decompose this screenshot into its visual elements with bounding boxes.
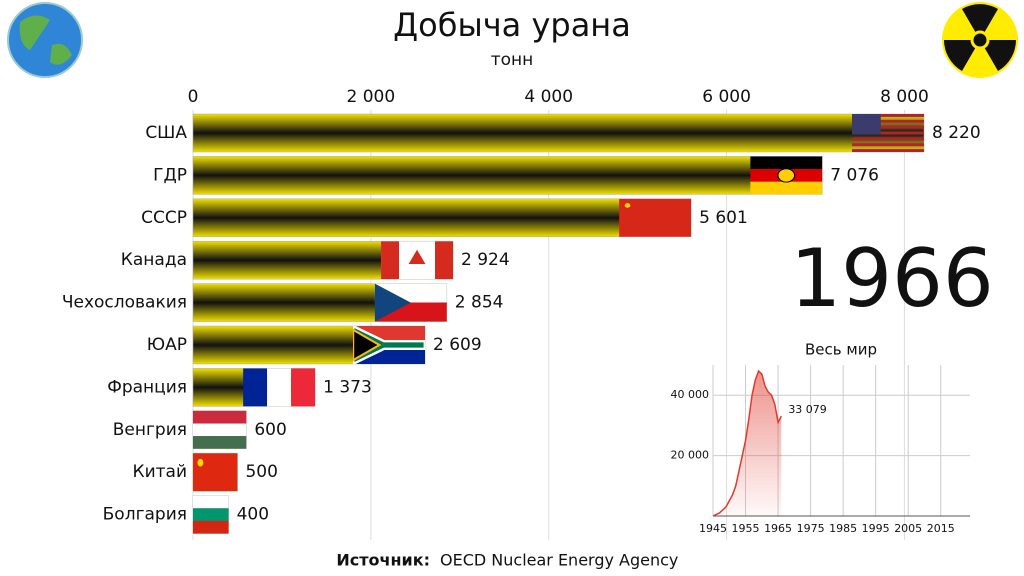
- flag-part: [619, 198, 692, 237]
- flag-part: [193, 410, 247, 424]
- flag-part: [624, 203, 631, 208]
- source-text: OECD Nuclear Energy Agency: [440, 551, 678, 570]
- flag: [619, 198, 692, 237]
- value-label: 500: [245, 462, 277, 482]
- category-label: Франция: [107, 377, 187, 397]
- value-label: 2 609: [433, 335, 482, 355]
- flag-part: [193, 508, 229, 522]
- source-label: Источник:: [336, 551, 430, 570]
- flag: [374, 283, 447, 322]
- flag-part: [852, 114, 881, 135]
- bar: [192, 113, 925, 153]
- flag-part: [852, 137, 924, 141]
- flag-part: [408, 249, 426, 264]
- value-label: 2 924: [461, 250, 510, 270]
- x-tick-label: 1945: [699, 522, 727, 535]
- x-tick-label: 4 000: [524, 87, 573, 107]
- x-tick-label: 6 000: [702, 87, 751, 107]
- globe-icon: [7, 2, 83, 78]
- value-label: 5 601: [699, 208, 748, 228]
- flag-part: [197, 458, 204, 467]
- x-tick-label: 8 000: [880, 87, 929, 107]
- category-label: СССР: [141, 208, 187, 228]
- x-tick-label: 1975: [797, 522, 825, 535]
- end-label: 33 079: [788, 403, 827, 416]
- flag-part: [193, 495, 229, 509]
- x-tick-label: 0: [188, 87, 199, 107]
- category-label: ГДР: [153, 165, 187, 185]
- flag-part: [435, 241, 454, 280]
- flag-part: [353, 326, 426, 364]
- flag-part: [750, 181, 823, 195]
- x-tick-label: 2 000: [347, 87, 396, 107]
- value-label: 2 854: [455, 293, 504, 313]
- area-fill: [713, 371, 782, 516]
- flag-part: [852, 119, 924, 123]
- flag-part: [291, 368, 316, 407]
- value-label: 400: [237, 505, 269, 525]
- category-label: Чехословакия: [62, 293, 187, 313]
- bar: [192, 156, 823, 195]
- x-tick-label: 2015: [927, 522, 955, 535]
- flag: [852, 114, 924, 152]
- year-annotation: 1966: [790, 232, 994, 325]
- flag-part: [193, 423, 247, 437]
- category-label: ЮАР: [147, 335, 187, 355]
- x-tick-label: 1955: [732, 522, 760, 535]
- flag: [193, 453, 238, 492]
- value-label: 600: [254, 420, 286, 440]
- flag-part: [750, 156, 823, 170]
- flag-part: [381, 241, 400, 280]
- chart-subtitle: тонн: [491, 50, 534, 70]
- x-tick-label: 1965: [764, 522, 792, 535]
- flag-part: [243, 368, 268, 407]
- flag: [750, 156, 823, 195]
- category-label: Болгария: [103, 505, 187, 525]
- y-tick-label: 20 000: [671, 449, 710, 462]
- bar: [192, 198, 692, 238]
- y-tick-label: 40 000: [671, 388, 710, 401]
- flag: [193, 410, 247, 449]
- category-label: Венгрия: [113, 420, 187, 440]
- value-label: 7 076: [830, 165, 879, 185]
- category-label: США: [145, 123, 187, 143]
- flag-part: [852, 131, 924, 135]
- value-label: 8 220: [932, 123, 981, 143]
- flag-part: [374, 283, 411, 322]
- value-label: 1 373: [323, 377, 372, 397]
- radiation-icon: [942, 2, 1018, 78]
- x-tick-label: 2005: [894, 522, 922, 535]
- category-label: Китай: [133, 462, 188, 482]
- chart-title: Добыча урана: [393, 6, 631, 44]
- flag-part: [353, 328, 382, 362]
- flag: [193, 495, 229, 534]
- flag: [243, 368, 316, 407]
- x-tick-label: 1985: [829, 522, 857, 535]
- line: [712, 369, 782, 517]
- flag-part: [777, 168, 796, 183]
- flag-part: [193, 453, 238, 492]
- flag: [381, 241, 454, 280]
- flag-part: [193, 436, 247, 449]
- flag-part: [852, 125, 924, 129]
- flag-part: [852, 114, 924, 117]
- category-label: Канада: [121, 250, 187, 270]
- flag-part: [193, 520, 229, 534]
- flag-part: [267, 368, 292, 407]
- flag-part: [852, 149, 924, 152]
- flag: [353, 326, 426, 364]
- flag-part: [852, 143, 924, 147]
- inset-title: Весь мир: [805, 341, 877, 359]
- x-tick-label: 1995: [862, 522, 890, 535]
